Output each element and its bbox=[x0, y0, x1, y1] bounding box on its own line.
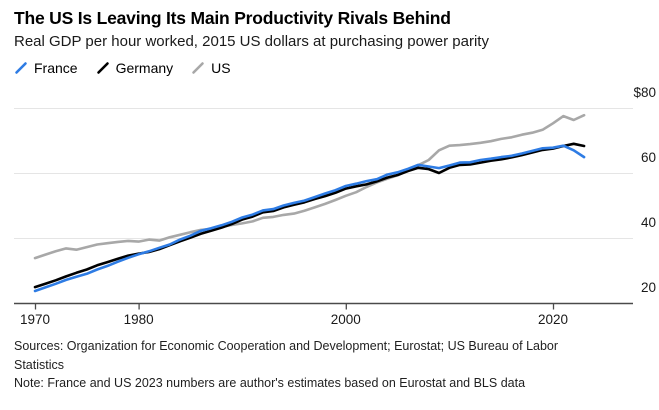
footnote-line-3: Note: France and US 2023 numbers are aut… bbox=[14, 376, 526, 390]
y-axis-label-40: 40 bbox=[640, 215, 656, 230]
legend-label-germany: Germany bbox=[115, 60, 174, 76]
chart-subtitle: Real GDP per hour worked, 2015 US dollar… bbox=[14, 33, 489, 50]
x-axis-label-2020: 2020 bbox=[537, 312, 569, 327]
y-axis-label-80: $80 bbox=[633, 85, 656, 100]
x-axis-label-2000: 2000 bbox=[330, 312, 361, 327]
chart-title: The US Is Leaving Its Main Productivity … bbox=[14, 8, 451, 28]
legend-label-us: US bbox=[211, 60, 231, 76]
footnote-line-2: Statistics bbox=[14, 357, 65, 372]
us-line bbox=[33, 113, 586, 260]
legend-label-france: France bbox=[34, 60, 78, 76]
footnotes: Sources: Organization for Economic Coope… bbox=[14, 337, 558, 393]
germany-line bbox=[33, 142, 586, 289]
legend-item-us: US bbox=[191, 60, 231, 76]
legend-item-france: France bbox=[14, 60, 78, 76]
x-axis-label-1970: 1970 bbox=[19, 312, 51, 327]
x-axis-label-1980: 1980 bbox=[123, 312, 154, 327]
us-line-swatch-icon bbox=[192, 62, 204, 74]
footnote-line-1: Sources: Organization for Economic Coope… bbox=[14, 339, 559, 353]
legend-item-germany: Germany bbox=[96, 60, 174, 76]
y-axis-label-20: 20 bbox=[640, 280, 656, 295]
chart-legend: France Germany US bbox=[14, 60, 231, 76]
germany-line-swatch-icon bbox=[96, 62, 109, 74]
france-line bbox=[33, 144, 586, 293]
france-line-swatch-icon bbox=[15, 62, 27, 74]
y-axis-label-60: 60 bbox=[640, 150, 656, 165]
